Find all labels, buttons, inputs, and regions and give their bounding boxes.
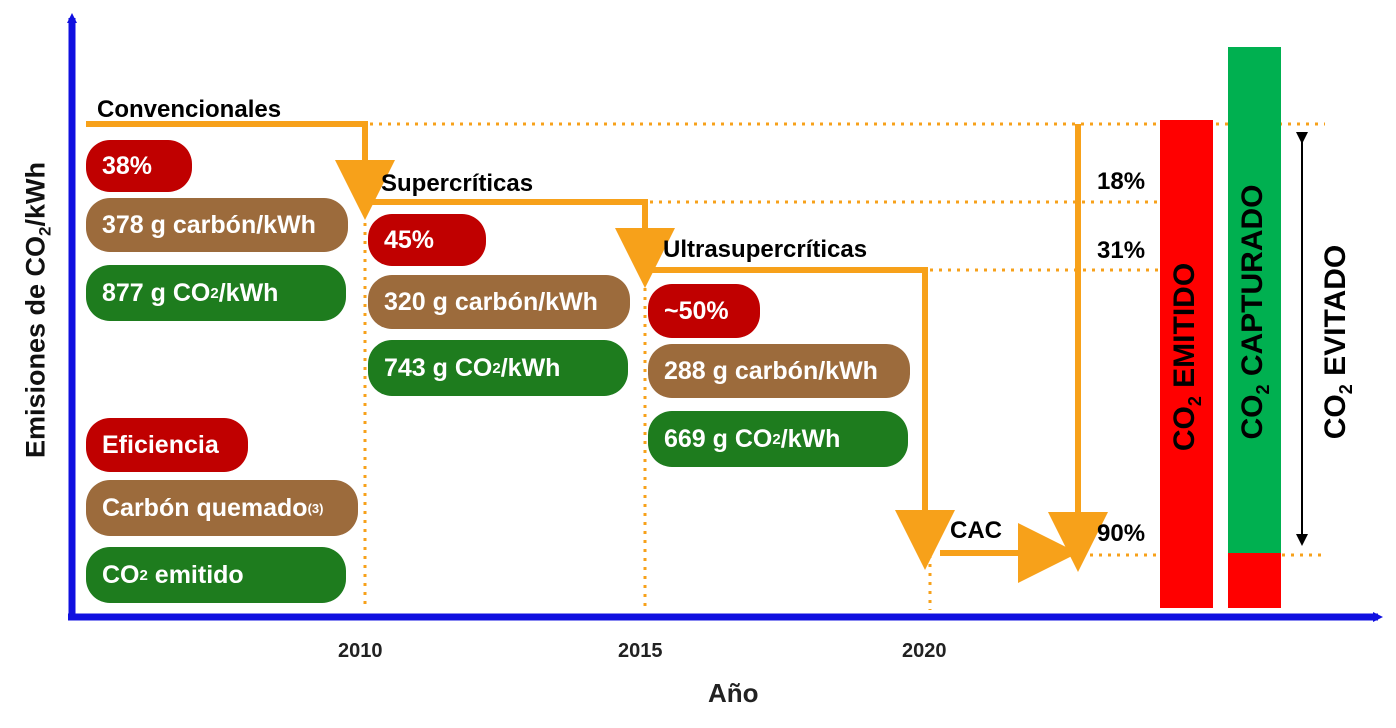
efficiency-pill-supercritical: 45% bbox=[368, 214, 486, 266]
step-conventional-to-supercritical bbox=[86, 121, 395, 220]
legend-efficiency-pill: Eficiencia bbox=[86, 418, 248, 472]
x-tick-2010: 2010 bbox=[338, 640, 383, 662]
stage-title-ultrasupercritical: Ultrasupercríticas bbox=[663, 236, 868, 263]
co2-avoided-label: CO2 EVITADO bbox=[1319, 244, 1356, 440]
reduction-pct-cac: 90% bbox=[1097, 520, 1146, 547]
stage-title-conventional: Convencionales bbox=[97, 96, 282, 123]
efficiency-pill-conventional: 38% bbox=[86, 140, 192, 192]
coal-pill-ultrasupercritical: 288 g carbón/kWh bbox=[648, 344, 910, 398]
reduction-pct-ultrasupercritical: 31% bbox=[1097, 237, 1146, 264]
stage-title-cac: CAC bbox=[950, 517, 1002, 544]
step-ultra-to-cac bbox=[648, 267, 955, 570]
stage-title-supercritical: Supercríticas bbox=[381, 170, 534, 197]
x-tick-2020: 2020 bbox=[902, 640, 947, 662]
legend-coal-pill: Carbón quemado (3) bbox=[86, 480, 358, 536]
co2-emitted-bar bbox=[1160, 120, 1213, 608]
step-path bbox=[86, 121, 1108, 583]
efficiency-pill-ultrasupercritical: ~50% bbox=[648, 284, 760, 338]
co2-captured-label: CO2 CAPTURADO bbox=[1236, 184, 1273, 440]
co2-pill-conventional: 877 g CO 2/kWh bbox=[86, 265, 346, 321]
co2-captured-residual-bar bbox=[1228, 553, 1281, 608]
step-supercritical-to-ultra bbox=[368, 199, 675, 288]
x-axis-label: Año bbox=[708, 678, 759, 708]
coal-pill-conventional: 378 g carbón/kWh bbox=[86, 198, 348, 252]
co2-pill-ultrasupercritical: 669 g CO 2/kWh bbox=[648, 411, 908, 467]
x-tick-2015: 2015 bbox=[618, 640, 663, 662]
legend-co2-pill: CO 2 emitido bbox=[86, 547, 346, 603]
axes bbox=[67, 13, 1383, 622]
y-axis-label: Emisiones de CO2/kWh bbox=[20, 161, 55, 459]
co2-emitted-label: CO2 EMITIDO bbox=[1168, 262, 1205, 452]
co2-pill-supercritical: 743 g CO 2/kWh bbox=[368, 340, 628, 396]
reduction-pct-supercritical: 18% bbox=[1097, 168, 1146, 195]
coal-pill-supercritical: 320 g carbón/kWh bbox=[368, 275, 630, 329]
co2-captured-bar bbox=[1228, 47, 1281, 555]
